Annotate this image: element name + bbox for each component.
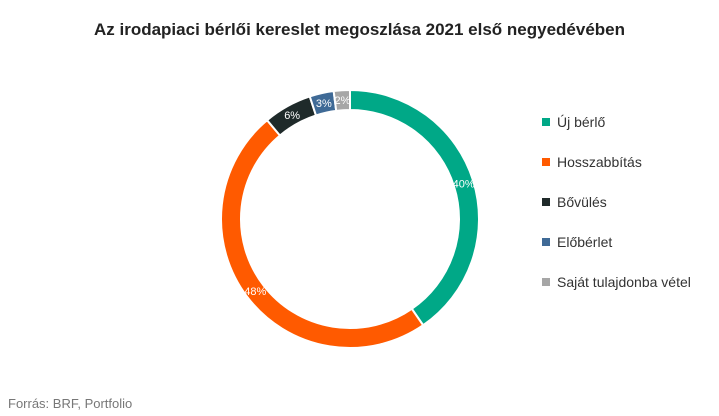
legend-item-bovules: Bővülés [542, 192, 712, 212]
legend-item-sajat-tulajdon: Saját tulajdonba vétel [542, 272, 712, 292]
data-label-bovules: 6% [284, 110, 300, 122]
legend-item-eloberlet: Előbérlet [542, 232, 712, 252]
slice-hosszabbitas [219, 118, 425, 349]
legend-swatch-uj-berlo [542, 118, 550, 126]
data-label-hosszabbitas: 48% [244, 286, 266, 298]
legend-item-hosszabbitas: Hosszabbítás [542, 152, 712, 172]
legend-label-eloberlet: Előbérlet [557, 234, 613, 250]
legend-swatch-hosszabbitas [542, 158, 550, 166]
data-label-uj-berlo: 40% [453, 179, 475, 191]
legend-label-bovules: Bővülés [557, 194, 607, 210]
legend-label-sajat-tulajdon: Saját tulajdonba vétel [557, 274, 691, 290]
data-label-eloberlet: 3% [316, 98, 332, 110]
slice-sajat-tulajdonba-vetel [332, 88, 351, 112]
legend-label-uj-berlo: Új bérlő [557, 114, 606, 130]
slice-uj-berlo [349, 88, 480, 327]
chart-legend: Új bérlő Hosszabbítás Bővülés Előbérlet … [542, 112, 712, 312]
data-label-sajat-tulajdonba-vetel: 2% [334, 95, 350, 107]
legend-swatch-bovules [542, 198, 550, 206]
chart-title: Az irodapiaci bérlői kereslet megoszlása… [93, 20, 626, 39]
legend-item-uj-berlo: Új bérlő [542, 112, 712, 132]
legend-swatch-eloberlet [542, 238, 550, 246]
source-note: Forrás: BRF, Portfolio [8, 396, 133, 411]
legend-swatch-sajat-tulajdon [542, 278, 550, 286]
legend-label-hosszabbitas: Hosszabbítás [557, 154, 642, 170]
